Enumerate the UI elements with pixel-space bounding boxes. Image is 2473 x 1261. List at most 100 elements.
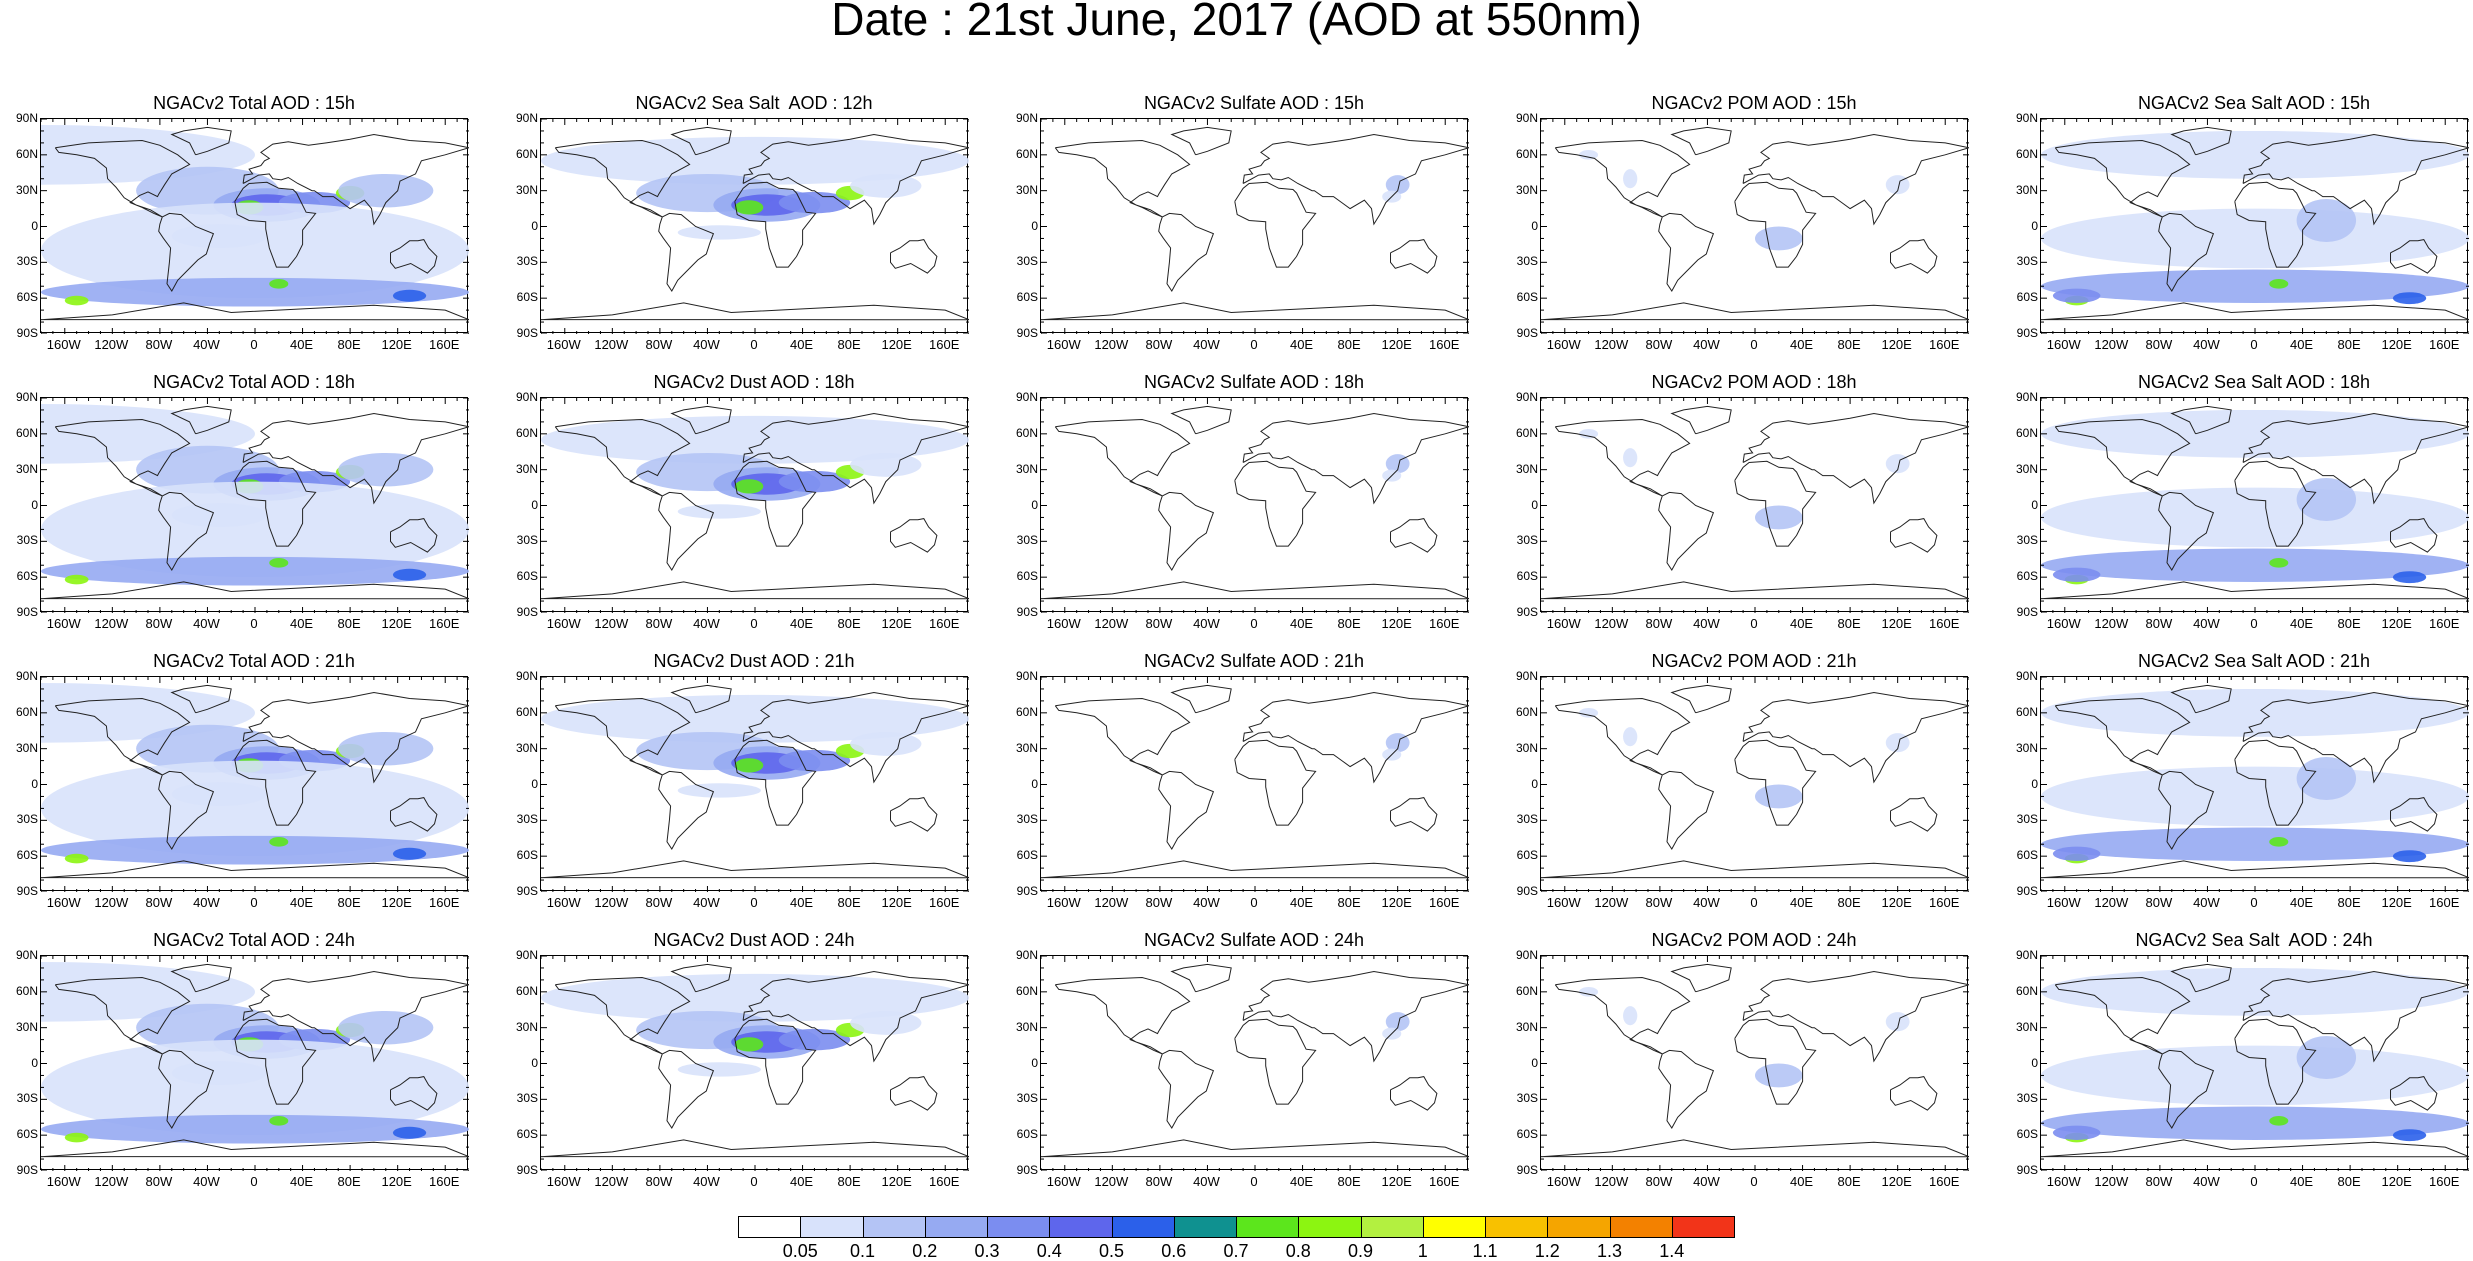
lat-label: 90N bbox=[2015, 669, 2038, 683]
aod-region bbox=[269, 837, 289, 847]
lon-label: 160E bbox=[429, 1174, 460, 1189]
map-frame bbox=[2040, 118, 2469, 334]
lon-label: 0 bbox=[2250, 616, 2258, 631]
aod-region bbox=[2041, 409, 2469, 458]
lon-label: 80E bbox=[337, 337, 361, 352]
map-svg bbox=[541, 398, 969, 613]
colorbar-label: 0.2 bbox=[912, 1241, 938, 1261]
coastline bbox=[2158, 491, 2215, 571]
aod-region bbox=[541, 973, 969, 1022]
map-panel: NGACv2 Total AOD : 21h 90N 60N 30N 0 30S 60S 90… bbox=[16, 651, 469, 910]
map-frame bbox=[1040, 676, 1469, 892]
coastline bbox=[54, 139, 191, 218]
lat-label: 30S bbox=[16, 533, 38, 548]
map-panel: NGACv2 Total AOD : 15h 90N 60N 30N 0 30S 60S 90… bbox=[16, 93, 469, 352]
lat-label: 60N bbox=[515, 146, 538, 161]
lon-label: 120E bbox=[881, 895, 912, 910]
coastline bbox=[170, 684, 232, 714]
lon-label: 80W bbox=[1645, 337, 1673, 352]
lat-label: 30N bbox=[1515, 740, 1538, 755]
lat-label: 90N bbox=[1015, 390, 1038, 404]
colorbar-swatch bbox=[1173, 1216, 1237, 1238]
lon-label: 40E bbox=[2289, 895, 2314, 910]
lon-label: 0 bbox=[1250, 1174, 1258, 1189]
lon-label: 80E bbox=[1837, 616, 1861, 631]
coastline bbox=[658, 1049, 715, 1129]
lat-label: 60N bbox=[1515, 704, 1538, 719]
map-panel: NGACv2 Sea Salt AOD : 12h 90N 60N 30N 0 30S 60… bbox=[516, 93, 969, 352]
aod-region bbox=[1579, 429, 1599, 439]
lat-label: 30N bbox=[15, 1019, 38, 1034]
aod-region bbox=[2041, 1106, 2469, 1140]
aod-region bbox=[2041, 827, 2469, 861]
coastline bbox=[742, 691, 969, 784]
coastline bbox=[54, 418, 191, 497]
lat-label: 90S bbox=[516, 1163, 538, 1177]
lon-label: 40E bbox=[789, 337, 814, 352]
map-panel: NGACv2 Sea Salt AOD : 24h 90N 60N 30N 0 30S 60… bbox=[2016, 930, 2469, 1189]
coastline bbox=[2158, 212, 2215, 292]
lon-label: 80W bbox=[2145, 895, 2173, 910]
lon-label: 80W bbox=[1645, 616, 1673, 631]
aod-region bbox=[392, 847, 427, 860]
lat-label: 0 bbox=[531, 776, 538, 791]
lat-label: 30S bbox=[1516, 533, 1538, 548]
lat-label: 30N bbox=[15, 182, 38, 197]
coastline bbox=[1554, 976, 1691, 1055]
aod-region bbox=[2041, 1045, 2469, 1106]
aod-region bbox=[2269, 279, 2289, 289]
map-svg bbox=[1041, 119, 1469, 334]
coastline bbox=[2041, 860, 2469, 879]
lat-label: 30S bbox=[1516, 1091, 1538, 1106]
lon-label: 80W bbox=[1145, 337, 1173, 352]
aod-region bbox=[2041, 130, 2469, 179]
aod-region bbox=[64, 1132, 89, 1143]
lat-label: 60S bbox=[16, 848, 38, 863]
map-frame bbox=[1540, 118, 1969, 334]
lon-label: 120W bbox=[594, 1174, 629, 1189]
aod-region bbox=[1623, 448, 1638, 468]
aod-region bbox=[2296, 757, 2357, 801]
coastline bbox=[1158, 491, 1215, 571]
aod-region bbox=[41, 1114, 469, 1144]
lat-label: 0 bbox=[1531, 776, 1538, 791]
coastline bbox=[158, 1049, 215, 1129]
aod-region bbox=[392, 289, 427, 302]
lon-label: 120W bbox=[2094, 895, 2129, 910]
colorbar-swatch bbox=[1111, 1216, 1175, 1238]
coastline bbox=[658, 491, 715, 571]
lon-label: 160E bbox=[2429, 337, 2460, 352]
coastline bbox=[1170, 963, 1232, 993]
aod-region bbox=[392, 568, 427, 581]
lon-label: 40W bbox=[1193, 1174, 1220, 1189]
lon-label: 160W bbox=[1046, 616, 1081, 631]
lat-label: 60N bbox=[1515, 425, 1538, 440]
colorbar-label: 0.5 bbox=[1098, 1241, 1125, 1261]
lon-label: 160W bbox=[546, 616, 581, 631]
panel-title: NGACv2 Sea Salt AOD : 18h bbox=[2137, 372, 2371, 392]
lon-label: 160W bbox=[1546, 616, 1581, 631]
map-panel: NGACv2 Total AOD : 18h 90N 60N 30N 0 30S 60S 90… bbox=[16, 372, 469, 631]
lon-label: 160E bbox=[1429, 337, 1460, 352]
coastline bbox=[2242, 412, 2469, 505]
lon-label: 160W bbox=[1546, 337, 1581, 352]
lon-label: 40W bbox=[2193, 895, 2220, 910]
lon-label: 160W bbox=[2046, 616, 2081, 631]
aod-region bbox=[2269, 558, 2289, 568]
colorbar-swatch bbox=[1360, 1216, 1424, 1238]
lon-label: 80W bbox=[1145, 616, 1173, 631]
coastline bbox=[1742, 133, 1969, 226]
panel-title: NGACv2 Sulfate AOD : 15h bbox=[1143, 93, 1365, 113]
coastline bbox=[1670, 126, 1732, 156]
map-panel: NGACv2 Sea Salt AOD : 15h 90N 60N 30N 0 30S 60… bbox=[2016, 93, 2469, 352]
coastline bbox=[742, 133, 969, 226]
lon-label: 0 bbox=[250, 616, 258, 631]
lat-label: 90N bbox=[1515, 669, 1538, 683]
lon-label: 80E bbox=[337, 1174, 361, 1189]
aod-region bbox=[1623, 169, 1638, 189]
lon-label: 80E bbox=[1837, 337, 1861, 352]
lon-label: 40E bbox=[1289, 895, 1314, 910]
lat-label: 90S bbox=[1016, 605, 1038, 619]
coastline bbox=[2041, 302, 2469, 321]
lon-label: 80E bbox=[1337, 337, 1361, 352]
